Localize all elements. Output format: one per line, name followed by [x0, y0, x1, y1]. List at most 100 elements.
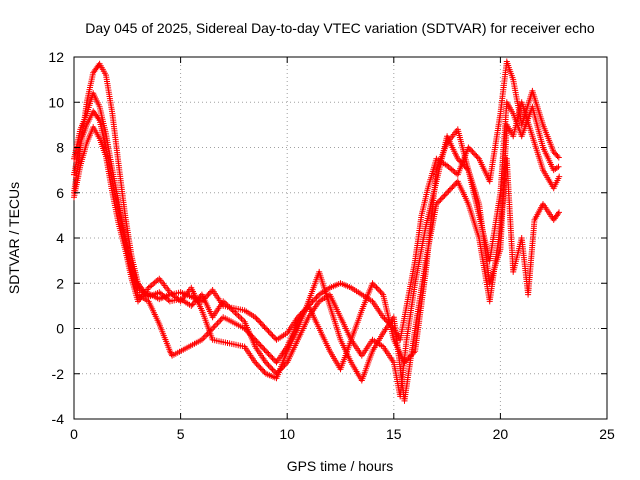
data-point-marker	[374, 285, 381, 292]
data-point-marker	[261, 324, 268, 331]
data-point-marker	[241, 325, 248, 332]
series-trace-3	[71, 124, 562, 404]
data-point-marker	[211, 323, 218, 330]
data-point-marker	[260, 322, 267, 329]
series-trace-2	[71, 90, 563, 400]
data-point-marker	[252, 336, 259, 343]
data-point-marker	[262, 348, 269, 355]
data-point-marker	[246, 331, 253, 338]
data-point-marker	[232, 310, 239, 316]
data-point-marker	[216, 318, 222, 325]
data-point-marker	[380, 314, 387, 321]
data-point-marker	[189, 301, 196, 308]
x-tick-label: 25	[599, 426, 615, 442]
data-point-marker	[440, 194, 447, 200]
series-trace-4	[71, 99, 562, 373]
data-point-marker	[381, 315, 388, 322]
y-tick-label: 2	[56, 275, 64, 291]
data-point-marker	[269, 332, 276, 339]
data-point-marker	[474, 154, 481, 161]
data-point-marker	[456, 157, 463, 164]
data-point-marker	[242, 326, 249, 333]
chart-title: Day 045 of 2025, Sidereal Day-to-day VTE…	[85, 20, 595, 36]
data-point-marker	[445, 188, 452, 195]
data-point-marker	[370, 281, 377, 288]
data-point-marker	[268, 353, 275, 360]
data-point-marker	[266, 352, 273, 359]
data-point-marker	[450, 182, 457, 189]
data-point-marker	[260, 345, 267, 352]
data-point-marker	[258, 366, 265, 373]
data-point-marker	[206, 289, 213, 296]
data-point-marker	[237, 314, 243, 321]
data-point-marker	[313, 294, 320, 301]
data-point-marker	[252, 314, 259, 321]
data-point-marker	[256, 363, 263, 370]
data-point-marker	[257, 342, 264, 349]
x-tick-label: 20	[493, 426, 509, 442]
data-point-marker	[213, 321, 220, 328]
y-tick-label: -2	[52, 366, 65, 382]
axis-ticks: 0 5 10 15 20 25 -4 -2 0 2 4 6 8 10 12	[48, 49, 615, 442]
data-point-marker	[369, 280, 376, 287]
data-point-marker	[436, 198, 443, 205]
data-point-marker	[254, 362, 261, 369]
data-point-marker	[205, 291, 212, 298]
data-point-marker	[261, 346, 268, 353]
data-point-marker	[454, 155, 461, 162]
data-point-marker	[214, 320, 221, 327]
data-point-marker	[249, 334, 256, 340]
data-point-marker	[264, 349, 271, 356]
data-point-marker	[203, 332, 210, 339]
y-axis-title: SDTVAR / TECUs	[6, 182, 22, 294]
data-point-marker	[442, 191, 449, 198]
data-point-marker	[448, 185, 455, 192]
data-point-marker	[466, 145, 473, 152]
data-point-marker	[406, 353, 413, 360]
data-point-marker	[258, 343, 265, 350]
y-tick-label: 12	[48, 49, 64, 65]
data-point-marker	[410, 349, 417, 356]
data-point-marker	[468, 147, 475, 154]
data-point-marker	[269, 366, 276, 373]
data-point-marker	[265, 362, 272, 369]
data-point-marker	[550, 149, 557, 155]
data-point-marker	[314, 293, 321, 299]
data-point-marker	[248, 332, 255, 339]
data-point-marker	[404, 356, 411, 363]
data-point-marker	[256, 341, 263, 348]
x-tick-label: 10	[279, 426, 295, 442]
data-point-marker	[446, 186, 453, 193]
data-point-marker	[201, 333, 208, 340]
data-point-marker	[402, 358, 409, 364]
data-point-marker	[405, 355, 412, 362]
x-tick-label: 15	[386, 426, 402, 442]
data-point-marker	[257, 365, 264, 372]
data-point-marker	[438, 195, 445, 202]
data-point-marker	[376, 287, 383, 294]
data-point-marker	[264, 360, 271, 367]
data-point-marker	[377, 288, 384, 295]
y-tick-label: 10	[48, 94, 64, 110]
data-point-marker	[256, 318, 263, 325]
data-point-marker	[268, 365, 275, 372]
data-point-marker	[265, 351, 272, 357]
data-point-marker	[470, 150, 477, 157]
data-point-marker	[472, 151, 479, 158]
data-point-marker	[266, 363, 273, 370]
data-point-marker	[253, 315, 260, 322]
data-point-marker	[312, 295, 319, 302]
data-point-marker	[253, 338, 260, 345]
data-points	[71, 58, 563, 404]
x-tick-label: 0	[70, 426, 78, 442]
data-point-marker	[444, 189, 451, 196]
data-point-marker	[204, 292, 211, 299]
y-tick-label: 8	[56, 140, 64, 156]
y-tick-label: 4	[56, 230, 64, 246]
data-point-marker	[264, 326, 271, 333]
data-point-marker	[253, 360, 260, 367]
data-point-marker	[373, 284, 380, 291]
data-point-marker	[458, 160, 465, 167]
data-point-marker	[452, 181, 459, 188]
